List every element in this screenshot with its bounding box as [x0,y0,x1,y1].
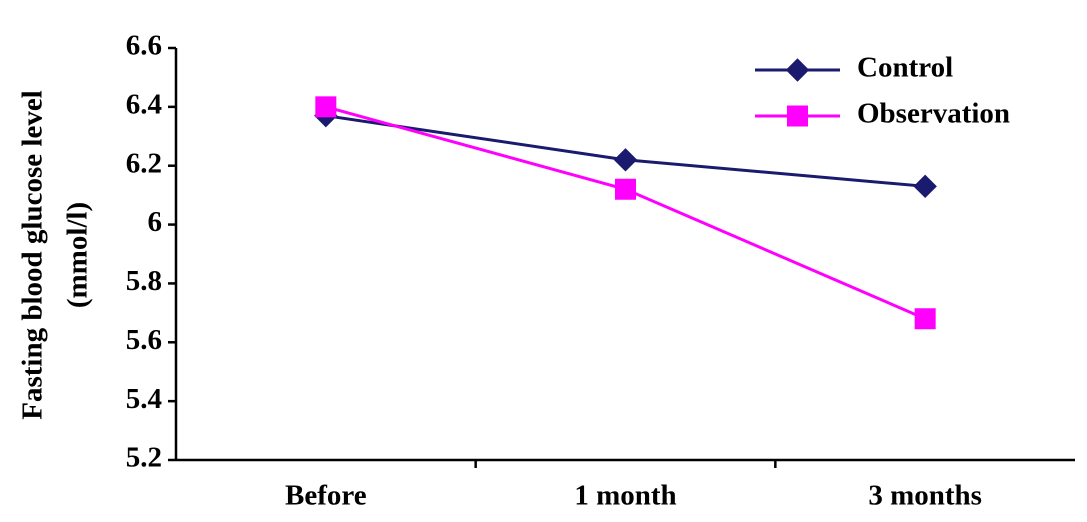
data-point [914,308,936,330]
y-label-group: Fasting blood glucose level [17,90,49,419]
y-axis-label: (mmol/l) [62,202,94,308]
legend-marker [785,58,810,82]
y-tick-label: 6 [148,206,163,238]
data-point [615,178,636,200]
y-tick-label: 5.6 [126,324,162,356]
legend-label: Observation [857,98,1010,130]
y-tick-label: 6.6 [126,30,162,62]
data-point [613,148,638,172]
series-line [325,105,926,321]
y-tick-label: 5.4 [126,383,162,415]
x-tick-label: 3 months [868,480,982,512]
y-tick-label: 6.4 [126,89,162,121]
x-tick-label: Before [285,480,367,512]
legend-marker [787,105,808,127]
data-point [315,96,337,118]
y-axis-label: Fasting blood glucose level [17,90,49,419]
y-tick-label: 6.2 [126,147,162,179]
data-point [913,174,937,199]
x-tick-label: 1 month [574,480,676,512]
y-label-group: (mmol/l) [62,202,94,308]
y-tick-label: 5.2 [126,442,162,474]
legend-label: Control [857,52,953,84]
y-tick-label: 5.8 [126,265,162,297]
